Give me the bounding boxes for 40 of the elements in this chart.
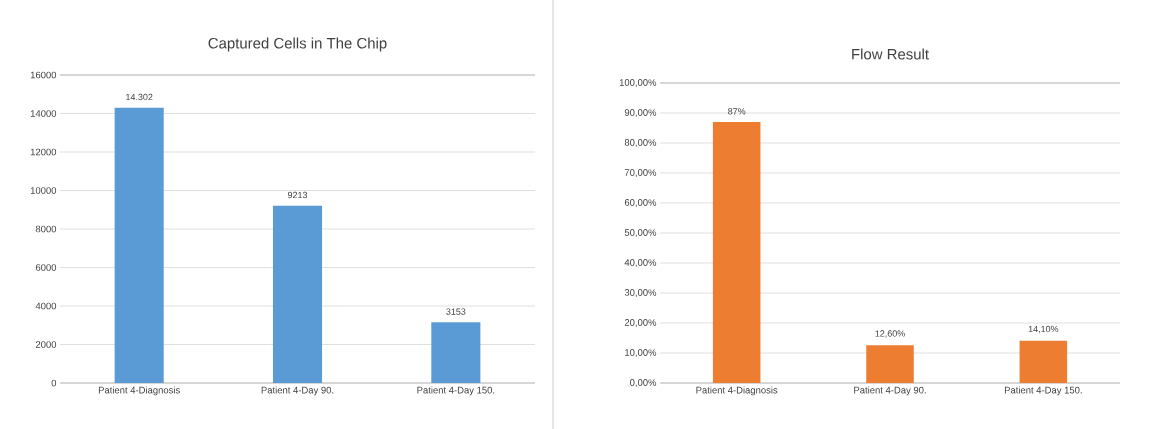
y-tick-label: 80,00%	[624, 139, 657, 147]
data-label: 14.302	[126, 93, 153, 101]
x-tick-label: Patient 4-Day 150.	[417, 386, 495, 396]
y-tick-label: 10000	[30, 187, 57, 194]
data-label: 3153	[446, 308, 466, 315]
x-tick-label: Patient 4-Day 150.	[1004, 386, 1082, 396]
y-tick-label: 90,00%	[624, 109, 657, 117]
data-label: 87%	[728, 108, 746, 115]
x-tick-label: Patient 4-Diagnosis	[696, 386, 778, 396]
bar	[1019, 340, 1068, 383]
y-tick-label: 70,00%	[624, 169, 657, 177]
bar	[114, 107, 164, 383]
y-tick-label: 20,00%	[624, 319, 657, 327]
y-tick-label: 0,00%	[630, 379, 657, 387]
y-tick-label: 4000	[35, 302, 57, 310]
bar	[272, 205, 323, 383]
data-label: 14,10%	[1028, 325, 1059, 334]
bar	[866, 345, 914, 383]
y-tick-label: 16000	[30, 71, 57, 79]
x-tick-label: Patient 4-Day 90.	[854, 386, 926, 396]
y-tick-label: 10,00%	[625, 349, 657, 357]
y-tick-label: 30,00%	[624, 289, 657, 297]
y-tick-label: 8000	[35, 225, 57, 233]
y-tick-label: 40,00%	[624, 259, 657, 267]
x-tick-label: Patient 4-Day 90.	[261, 386, 334, 396]
bar	[712, 122, 761, 383]
y-tick-label: 6000	[35, 264, 57, 271]
y-tick-label: 100,00%	[619, 79, 657, 87]
x-tick-label: Patient 4-Diagnosis	[98, 386, 180, 396]
y-tick-label: 0	[51, 379, 57, 387]
data-label: 12,60%	[875, 330, 905, 338]
y-tick-label: 50,00%	[624, 229, 657, 237]
chart-title: Flow Result	[852, 48, 929, 60]
data-label: 9213	[287, 191, 308, 199]
chart-title: Captured Cells in The Chip	[208, 37, 387, 52]
y-tick-label: 60,00%	[624, 199, 657, 207]
y-tick-label: 12000	[30, 148, 57, 156]
bar	[431, 322, 481, 383]
y-tick-label: 2000	[35, 341, 57, 348]
y-tick-label: 14000	[30, 110, 57, 117]
